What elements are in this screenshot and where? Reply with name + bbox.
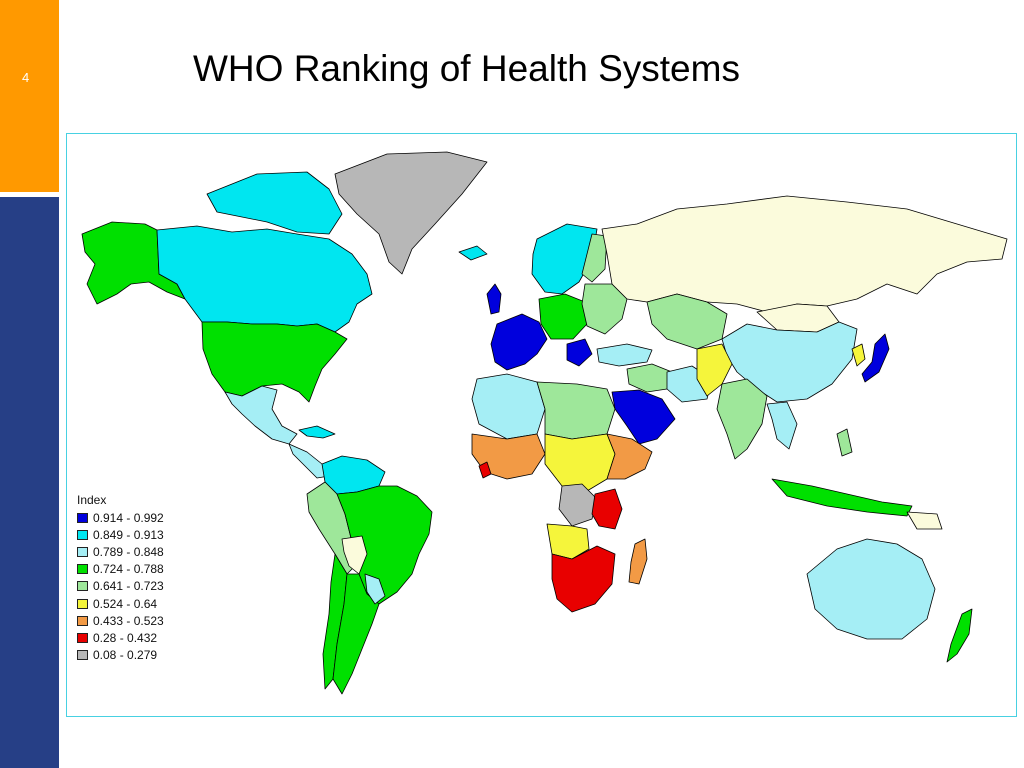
legend-swatch <box>77 512 88 523</box>
region-china <box>721 321 858 403</box>
region-png <box>906 511 943 530</box>
legend-item: 0.914 - 0.992 <box>77 509 164 526</box>
legend-label: 0.641 - 0.723 <box>93 579 164 594</box>
legend-label: 0.789 - 0.848 <box>93 544 164 559</box>
legend-swatch <box>77 615 88 626</box>
sidebar-accent-blue <box>0 197 59 768</box>
legend-item: 0.28 - 0.432 <box>77 629 164 646</box>
legend-label: 0.524 - 0.64 <box>93 596 158 611</box>
region-madagascar <box>628 538 648 585</box>
region-arctic-islands <box>206 171 343 235</box>
region-central-america <box>288 443 330 479</box>
legend-swatch <box>77 650 88 661</box>
region-congo <box>558 483 598 527</box>
region-west-africa-coast <box>478 461 492 479</box>
region-mexico <box>224 385 298 445</box>
region-russia <box>601 195 1008 313</box>
slide-title: WHO Ranking of Health Systems <box>193 48 740 89</box>
region-new-zealand <box>946 608 973 663</box>
legend-item: 0.849 - 0.913 <box>77 526 164 543</box>
region-iceland <box>458 245 488 261</box>
region-turkey <box>596 343 653 367</box>
region-alaska <box>81 221 186 305</box>
region-central-europe <box>538 293 588 340</box>
legend-swatch <box>77 632 88 643</box>
region-southeast-asia <box>766 401 798 450</box>
legend-label: 0.849 - 0.913 <box>93 527 164 542</box>
region-argentina <box>332 573 380 695</box>
region-philippines <box>836 428 853 457</box>
region-southern-africa <box>551 545 616 613</box>
region-korea <box>851 343 866 367</box>
legend-label: 0.433 - 0.523 <box>93 613 164 628</box>
sidebar-accent-orange <box>0 0 59 192</box>
region-indonesia <box>771 478 913 517</box>
region-north-africa-west <box>471 373 546 440</box>
legend-items: 0.914 - 0.992 0.849 - 0.913 0.789 - 0.848 0… <box>77 509 164 664</box>
legend-swatch <box>77 564 88 575</box>
legend-item: 0.524 - 0.64 <box>77 595 164 612</box>
legend-title: Index <box>77 493 107 507</box>
region-canada <box>156 225 373 333</box>
region-japan <box>861 333 890 383</box>
world-map: Index 0.914 - 0.992 0.849 - 0.913 0.789 - … <box>66 133 1017 717</box>
legend-label: 0.724 - 0.788 <box>93 562 164 577</box>
world-map-canvas <box>81 151 1008 695</box>
region-uk <box>486 283 502 315</box>
legend-label: 0.914 - 0.992 <box>93 510 164 525</box>
region-greenland <box>334 151 488 275</box>
legend-item: 0.08 - 0.279 <box>77 647 164 664</box>
legend-label: 0.08 - 0.279 <box>93 648 158 663</box>
region-north-africa-east <box>536 381 616 440</box>
region-balkans <box>566 338 593 367</box>
legend-swatch <box>77 546 88 557</box>
map-legend: Index 0.914 - 0.992 0.849 - 0.913 0.789 - … <box>77 491 164 664</box>
region-scandinavia <box>531 223 598 295</box>
region-paraguay <box>364 573 386 605</box>
region-brazil <box>336 485 433 605</box>
legend-swatch <box>77 529 88 540</box>
legend-item: 0.789 - 0.848 <box>77 543 164 560</box>
region-cuba <box>298 425 336 439</box>
legend-swatch <box>77 581 88 592</box>
region-middle-east <box>626 363 673 393</box>
region-australia <box>806 538 936 640</box>
region-west-sahel <box>471 433 546 480</box>
region-india <box>716 378 768 460</box>
sidebar-divider <box>0 192 59 197</box>
region-western-europe <box>490 313 548 371</box>
region-saudi-arabia <box>611 389 676 445</box>
legend-item: 0.433 - 0.523 <box>77 612 164 629</box>
legend-item: 0.724 - 0.788 <box>77 561 164 578</box>
region-east-africa <box>591 488 623 530</box>
slide-number: 4 <box>22 70 30 85</box>
legend-label: 0.28 - 0.432 <box>93 630 158 645</box>
legend-swatch <box>77 598 88 609</box>
legend-item: 0.641 - 0.723 <box>77 578 164 595</box>
region-horn-of-africa <box>606 433 653 480</box>
